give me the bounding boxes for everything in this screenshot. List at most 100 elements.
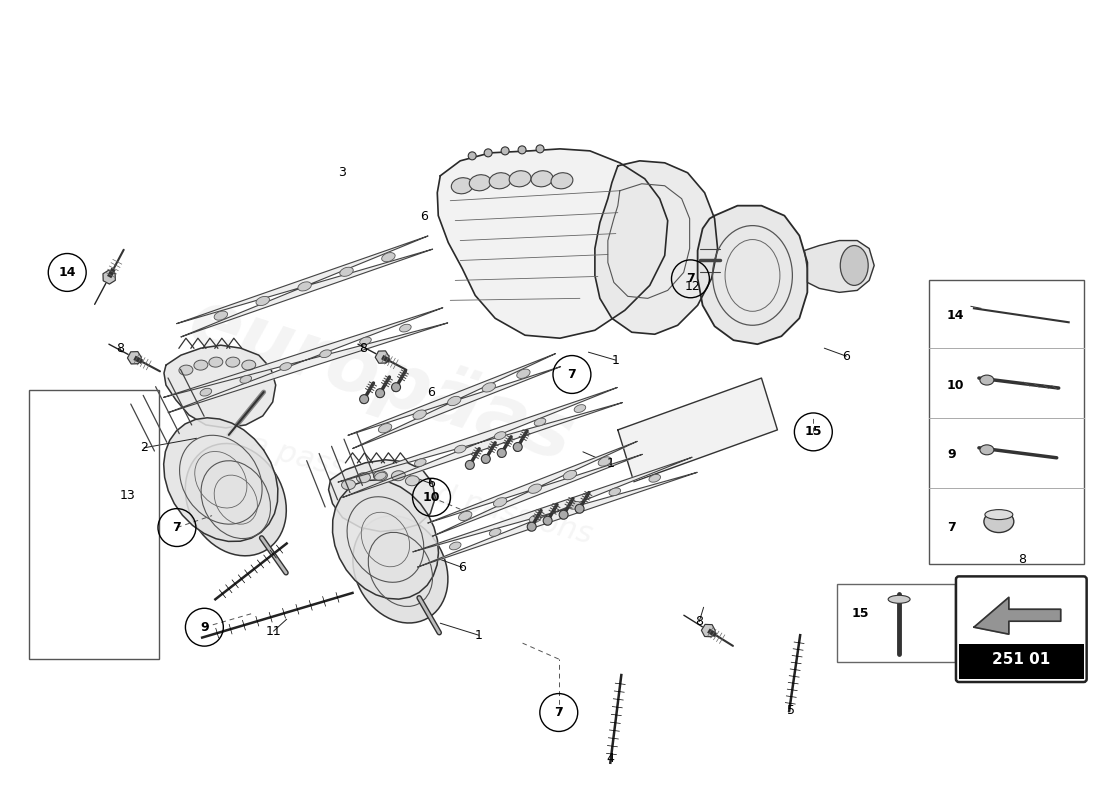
Text: 7: 7 bbox=[947, 521, 956, 534]
Ellipse shape bbox=[484, 149, 492, 157]
Ellipse shape bbox=[509, 170, 531, 187]
Ellipse shape bbox=[399, 324, 411, 332]
Text: 6: 6 bbox=[428, 386, 436, 398]
Text: 7: 7 bbox=[554, 706, 563, 719]
Text: 3: 3 bbox=[338, 166, 345, 179]
Text: 8: 8 bbox=[360, 342, 367, 354]
Ellipse shape bbox=[451, 178, 473, 194]
Ellipse shape bbox=[412, 410, 427, 419]
Ellipse shape bbox=[609, 488, 620, 496]
Bar bbox=[930, 281, 1084, 565]
Ellipse shape bbox=[392, 470, 406, 481]
Ellipse shape bbox=[840, 246, 868, 286]
Ellipse shape bbox=[514, 442, 522, 451]
Ellipse shape bbox=[528, 484, 541, 494]
Polygon shape bbox=[164, 308, 448, 413]
Ellipse shape bbox=[529, 515, 541, 522]
Polygon shape bbox=[428, 442, 642, 536]
Text: 14: 14 bbox=[58, 266, 76, 279]
Ellipse shape bbox=[378, 423, 392, 433]
Ellipse shape bbox=[598, 457, 612, 466]
Text: 7: 7 bbox=[686, 272, 695, 286]
Ellipse shape bbox=[535, 418, 546, 426]
Ellipse shape bbox=[543, 516, 552, 526]
Bar bbox=[30, 390, 159, 659]
Polygon shape bbox=[164, 345, 276, 428]
Text: 8: 8 bbox=[695, 615, 703, 628]
Text: 6: 6 bbox=[428, 478, 436, 490]
Ellipse shape bbox=[200, 388, 211, 396]
Ellipse shape bbox=[375, 472, 386, 480]
Text: 251 01: 251 01 bbox=[992, 651, 1049, 666]
Ellipse shape bbox=[470, 174, 491, 190]
Bar bbox=[959, 644, 1084, 679]
Ellipse shape bbox=[465, 461, 474, 470]
Ellipse shape bbox=[527, 522, 536, 531]
Text: 6: 6 bbox=[420, 210, 428, 223]
Text: a passion and passions: a passion and passions bbox=[245, 430, 595, 550]
Ellipse shape bbox=[194, 360, 208, 370]
Ellipse shape bbox=[360, 337, 372, 345]
Ellipse shape bbox=[298, 282, 311, 291]
Text: 10: 10 bbox=[422, 490, 440, 504]
Ellipse shape bbox=[185, 443, 286, 556]
Ellipse shape bbox=[340, 267, 353, 276]
Ellipse shape bbox=[502, 147, 509, 155]
Polygon shape bbox=[338, 387, 623, 498]
Text: 7: 7 bbox=[173, 521, 182, 534]
Ellipse shape bbox=[454, 446, 466, 453]
Text: 1: 1 bbox=[612, 354, 619, 366]
Ellipse shape bbox=[482, 382, 495, 392]
Text: 13: 13 bbox=[120, 489, 135, 502]
Polygon shape bbox=[177, 236, 432, 337]
Ellipse shape bbox=[490, 173, 512, 189]
Ellipse shape bbox=[983, 510, 1014, 533]
Text: 6: 6 bbox=[459, 561, 466, 574]
Text: 1: 1 bbox=[475, 629, 483, 642]
Polygon shape bbox=[618, 378, 778, 482]
Ellipse shape bbox=[320, 350, 331, 358]
Ellipse shape bbox=[382, 253, 395, 262]
Text: 5: 5 bbox=[788, 705, 795, 718]
Text: 7: 7 bbox=[568, 368, 576, 381]
Ellipse shape bbox=[531, 170, 553, 187]
Ellipse shape bbox=[375, 389, 385, 398]
Text: 12: 12 bbox=[685, 280, 701, 294]
Text: 11: 11 bbox=[265, 625, 282, 638]
Text: 1: 1 bbox=[606, 458, 614, 470]
Ellipse shape bbox=[392, 382, 400, 392]
Ellipse shape bbox=[448, 396, 461, 406]
Ellipse shape bbox=[360, 394, 368, 404]
Ellipse shape bbox=[551, 173, 573, 189]
Text: 15: 15 bbox=[804, 426, 822, 438]
Polygon shape bbox=[595, 161, 717, 334]
Ellipse shape bbox=[497, 449, 506, 458]
Ellipse shape bbox=[341, 480, 355, 490]
Text: europäas: europäas bbox=[179, 282, 582, 478]
Text: 8: 8 bbox=[116, 342, 124, 354]
Ellipse shape bbox=[888, 595, 910, 603]
Polygon shape bbox=[348, 354, 561, 448]
Text: 10: 10 bbox=[947, 378, 965, 391]
Text: 14: 14 bbox=[947, 309, 965, 322]
Polygon shape bbox=[702, 625, 715, 637]
Ellipse shape bbox=[459, 511, 472, 521]
Ellipse shape bbox=[518, 146, 526, 154]
Text: 6: 6 bbox=[843, 350, 850, 362]
Text: 4: 4 bbox=[606, 752, 614, 766]
Text: 15: 15 bbox=[851, 606, 869, 620]
Ellipse shape bbox=[469, 152, 476, 160]
Ellipse shape bbox=[575, 504, 584, 514]
Ellipse shape bbox=[240, 375, 252, 383]
Ellipse shape bbox=[226, 357, 240, 367]
Polygon shape bbox=[329, 460, 436, 531]
Ellipse shape bbox=[563, 470, 576, 480]
Polygon shape bbox=[412, 458, 697, 567]
Ellipse shape bbox=[494, 498, 507, 507]
Text: 9: 9 bbox=[947, 448, 956, 462]
Ellipse shape bbox=[980, 445, 994, 455]
Ellipse shape bbox=[980, 375, 994, 385]
Ellipse shape bbox=[406, 476, 419, 486]
Ellipse shape bbox=[494, 432, 506, 439]
Ellipse shape bbox=[179, 365, 192, 375]
